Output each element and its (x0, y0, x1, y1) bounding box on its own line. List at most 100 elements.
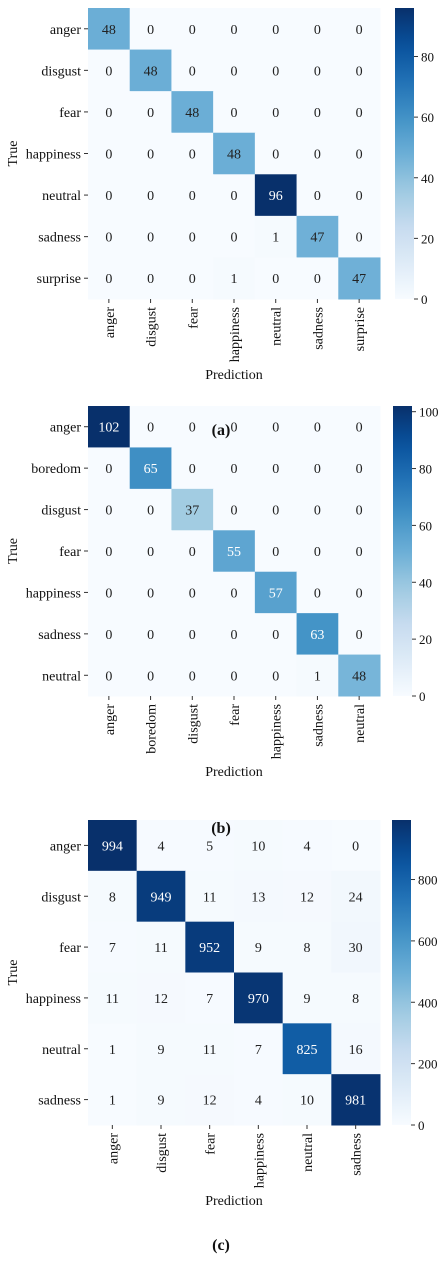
heatmap-b-row-label-5: sadness (38, 628, 81, 643)
heatmap-c-cell-5-5 (331, 1074, 381, 1126)
heatmap-b-cell-2-2 (171, 488, 214, 531)
heatmap-b-cell-6-3 (213, 654, 256, 697)
heatmap-b-cell-6-4 (254, 654, 298, 697)
heatmap-b-cell-0-5 (296, 406, 339, 448)
heatmap-a-cell-2-5 (296, 91, 339, 134)
heatmap-c-value-5-3: 4 (255, 1094, 262, 1109)
colorbar-b-tick-label-3: 60 (419, 518, 432, 533)
heatmap-b-cell-5-3 (213, 613, 256, 656)
heatmap-c-xlabel: Prediction (205, 1194, 263, 1209)
heatmap-c-cell-5-4 (282, 1074, 332, 1126)
heatmap-a-cell-3-6 (338, 132, 381, 175)
colorbar-c-tick-label-3: 600 (418, 934, 438, 949)
heatmap-a-cell-5-3 (213, 215, 256, 258)
heatmap-a-value-1-4: 0 (272, 64, 279, 79)
heatmap-a-cell-0-6 (338, 8, 381, 51)
heatmap-a-cell-2-0 (88, 91, 131, 134)
heatmap-b-value-5-5: 63 (310, 628, 324, 643)
heatmap-a-value-3-5: 0 (314, 148, 321, 163)
heatmap-a-col-label-1: disgust (145, 307, 160, 347)
heatmap-a-value-5-1: 0 (147, 231, 154, 246)
heatmap-a-row-label-2: fear (59, 106, 81, 121)
heatmap-a-cell-5-0 (88, 215, 131, 258)
heatmap-a-value-4-3: 0 (231, 189, 238, 204)
heatmap-b-value-3-5: 0 (314, 545, 321, 560)
heatmap-c-col-label-0: anger (106, 1133, 121, 1164)
heatmap-b-row-label-2: disgust (41, 504, 81, 519)
heatmap-b-cell-4-2 (171, 571, 214, 614)
heatmap-c-col-label-1: disgust (155, 1133, 170, 1173)
heatmap-c-row-label-4: neutral (42, 1043, 81, 1058)
heatmap-a-value-2-5: 0 (314, 106, 321, 121)
heatmap-c-cell-2-2 (185, 921, 235, 973)
heatmap-c-cell-5-0 (88, 1074, 138, 1126)
heatmap-b-cell-2-0 (88, 488, 131, 531)
heatmap-c-ylabel: True (6, 960, 21, 986)
heatmap-a-cell-6-1 (129, 257, 172, 300)
heatmap-b-value-5-4: 0 (272, 628, 279, 643)
heatmap-c-cell-0-3 (234, 820, 284, 872)
heatmap-b-value-0-0: 102 (98, 421, 119, 436)
heatmap-b-cell-1-0 (88, 447, 131, 490)
heatmap-b-cell-6-2 (171, 654, 214, 697)
heatmap-a-cell-0-4 (254, 8, 298, 51)
heatmap-b-value-6-5: 1 (314, 669, 321, 684)
heatmap-a-cell-6-4 (254, 257, 298, 300)
heatmap-b-cell-4-1 (129, 571, 172, 614)
heatmap-c-value-1-0: 8 (109, 890, 116, 905)
colorbar-a-tick-label-3: 60 (421, 110, 434, 125)
heatmap-c-cell-4-5 (331, 1023, 381, 1075)
heatmap-b-cell-0-3 (213, 406, 256, 448)
heatmap-a-cell-1-0 (88, 49, 131, 92)
heatmap-b-value-2-2: 37 (185, 504, 199, 519)
heatmap-c-cell-1-2 (185, 870, 235, 923)
heatmap-a-cell-0-5 (296, 8, 339, 51)
heatmap-a-value-6-4: 0 (272, 272, 279, 287)
colorbar-c (392, 820, 411, 1125)
heatmap-b-cell-5-5 (296, 613, 339, 656)
heatmap-b-value-1-6: 0 (356, 462, 363, 477)
heatmap-b-cell-3-3 (213, 530, 256, 573)
heatmap-c-value-4-0: 1 (109, 1043, 116, 1058)
heatmap-c-row-label-1: disgust (41, 890, 81, 905)
heatmap-b-value-5-0: 0 (105, 628, 112, 643)
heatmap-a-value-5-4: 1 (272, 231, 279, 246)
heatmap-a-cell-3-1 (129, 132, 172, 175)
heatmap-a-value-0-4: 0 (272, 23, 279, 38)
heatmap-c-cell-0-1 (136, 820, 186, 872)
heatmap-a-cell-0-2 (171, 8, 214, 51)
heatmap-b-col-label-0: anger (103, 704, 118, 735)
heatmap-b-cell-1-4 (254, 447, 298, 490)
heatmap-b-cell-0-4 (254, 406, 298, 448)
heatmap-b-row-label-4: happiness (26, 586, 81, 601)
heatmap-a-value-5-6: 0 (356, 231, 363, 246)
heatmap-b-col-label-1: boredom (145, 704, 160, 754)
heatmap-c-cell-1-5 (331, 870, 381, 923)
heatmap-c-value-1-1: 949 (151, 890, 172, 905)
heatmap-a-row-label-3: happiness (26, 148, 81, 163)
heatmap-b-value-2-6: 0 (356, 504, 363, 519)
heatmap-c-cell-3-3 (234, 972, 284, 1024)
heatmap-a-col-label-0: anger (103, 307, 118, 338)
heatmap-b-cell-1-5 (296, 447, 339, 490)
heatmap-a-value-3-0: 0 (105, 148, 112, 163)
heatmap-b-row-label-3: fear (59, 545, 81, 560)
heatmap-b-value-6-0: 0 (105, 669, 112, 684)
heatmap-c-row-label-0: anger (50, 839, 81, 854)
heatmap-a-value-6-5: 0 (314, 272, 321, 287)
heatmap-c-col-label-4: neutral (301, 1133, 316, 1172)
heatmap-c-cell-3-2 (185, 972, 235, 1024)
heatmap-a-cell-3-5 (296, 132, 339, 175)
heatmap-b-cell-4-5 (296, 571, 339, 614)
heatmap-a-value-4-6: 0 (356, 189, 363, 204)
heatmap-b-cell-6-6 (338, 654, 381, 697)
heatmap-c-value-0-2: 5 (206, 839, 213, 854)
heatmap-a-cell-0-0 (88, 8, 131, 51)
heatmap-b-cell-6-0 (88, 654, 131, 697)
heatmap-b-value-1-5: 0 (314, 462, 321, 477)
heatmap-a-row-label-1: disgust (41, 64, 81, 79)
colorbar-a-tick-label-1: 20 (421, 231, 434, 246)
heatmap-a-value-0-3: 0 (231, 23, 238, 38)
heatmap-c-value-1-5: 24 (349, 890, 363, 905)
heatmap-c-cell-1-3 (234, 870, 284, 923)
